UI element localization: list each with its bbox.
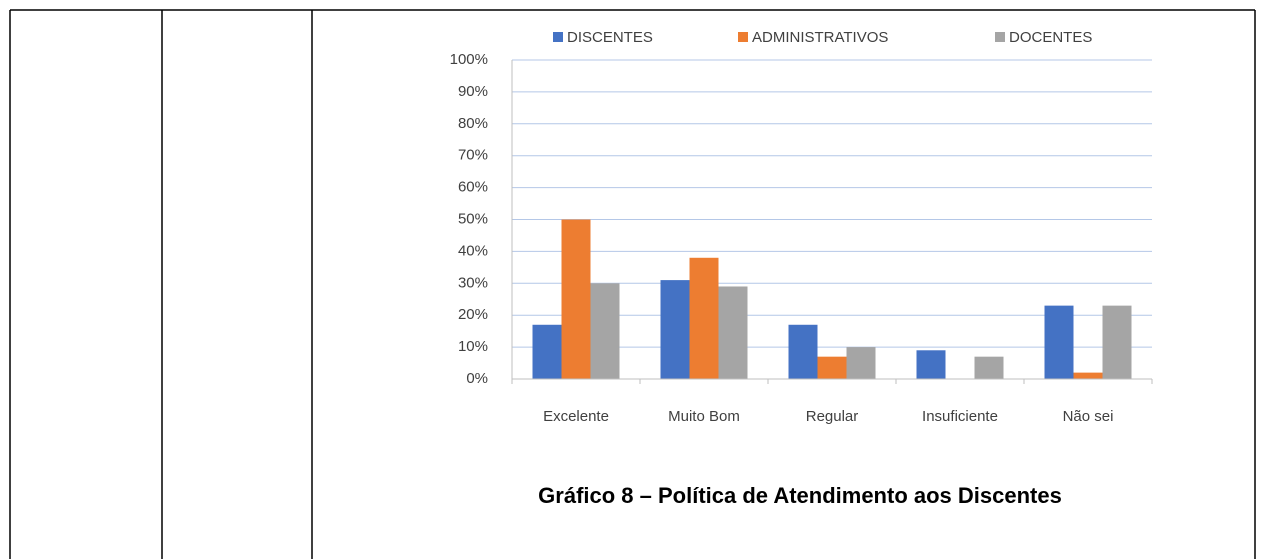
y-tick-label: 70%: [458, 147, 488, 164]
bar: [689, 257, 719, 379]
y-tick-label: 40%: [458, 242, 488, 259]
bar: [718, 286, 748, 379]
y-tick-label: 60%: [458, 179, 488, 196]
bar: [1102, 305, 1132, 379]
y-tick-label: 100%: [450, 51, 488, 68]
x-tick-label: Muito Bom: [668, 408, 740, 425]
legend-label: ADMINISTRATIVOS: [752, 29, 888, 46]
bar: [1073, 372, 1103, 379]
bar: [590, 283, 620, 379]
legend-label: DOCENTES: [1009, 29, 1092, 46]
legend-swatch: [553, 32, 563, 42]
bar: [788, 324, 818, 379]
y-tick-label: 10%: [458, 338, 488, 355]
y-tick-label: 0%: [466, 370, 488, 387]
bar: [1044, 305, 1074, 379]
x-tick-label: Não sei: [1063, 408, 1114, 425]
x-tick-label: Insuficiente: [922, 408, 998, 425]
bar: [974, 356, 1004, 379]
bar: [817, 356, 847, 379]
chart-caption: Gráfico 8 – Política de Atendimento aos …: [538, 483, 1062, 508]
y-tick-label: 20%: [458, 306, 488, 323]
legend-swatch: [738, 32, 748, 42]
y-tick-label: 80%: [458, 115, 488, 132]
bar: [532, 324, 562, 379]
bar: [660, 280, 690, 379]
y-tick-label: 90%: [458, 83, 488, 100]
x-tick-label: Regular: [806, 408, 859, 425]
x-tick-label: Excelente: [543, 408, 609, 425]
bar: [561, 219, 591, 379]
legend-swatch: [995, 32, 1005, 42]
y-tick-label: 30%: [458, 274, 488, 291]
bar: [916, 350, 946, 379]
bar: [846, 347, 876, 379]
legend-label: DISCENTES: [567, 29, 653, 46]
y-tick-label: 50%: [458, 210, 488, 227]
